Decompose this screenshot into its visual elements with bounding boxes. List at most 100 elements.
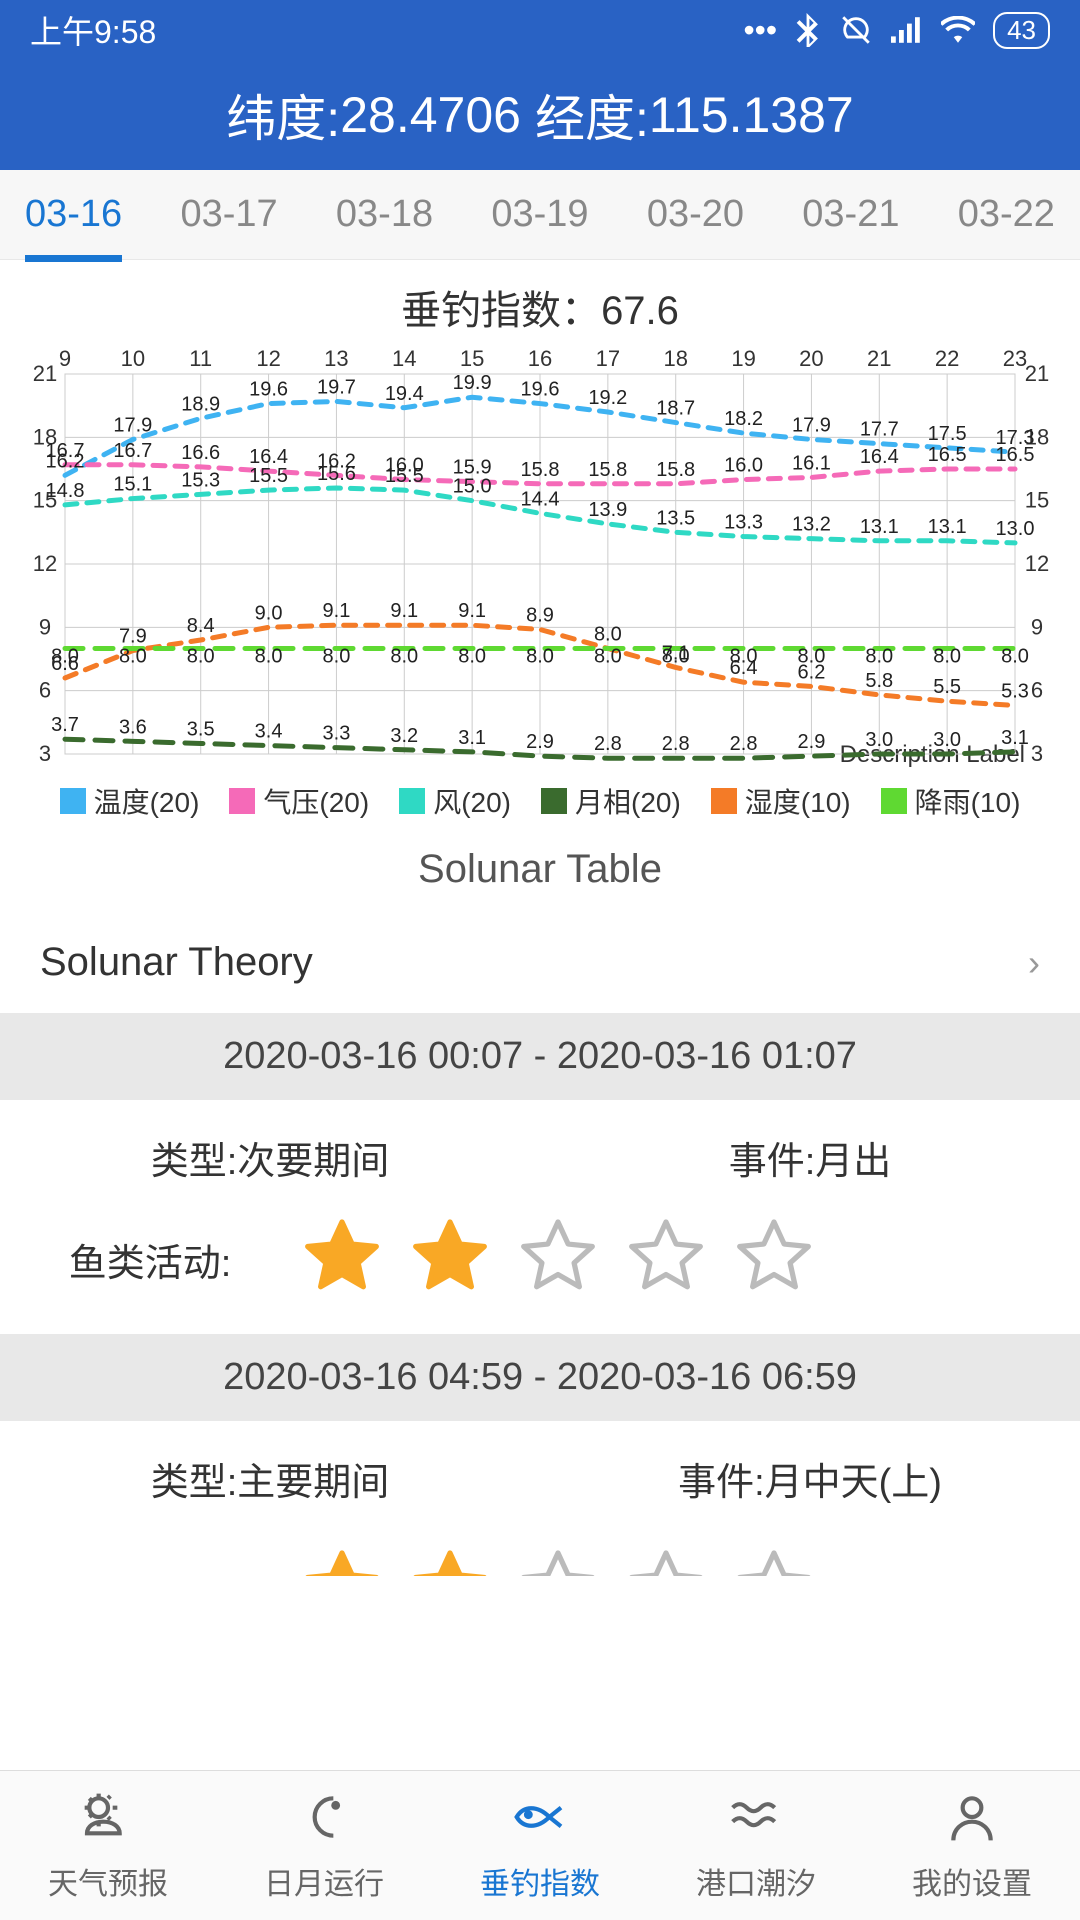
legend-item: 温度(20): [60, 781, 200, 821]
svg-text:15.6: 15.6: [317, 463, 356, 485]
nav-item[interactable]: 天气预报: [0, 1771, 216, 1920]
svg-text:16.4: 16.4: [860, 446, 899, 468]
status-time: 上午9:58: [30, 7, 156, 53]
nav-label: 垂钓指数: [480, 1859, 600, 1903]
date-tab[interactable]: 03-21: [802, 173, 899, 256]
svg-text:8.0: 8.0: [255, 645, 283, 667]
svg-text:22: 22: [935, 346, 959, 371]
svg-text:7.9: 7.9: [119, 626, 147, 648]
svg-text:9: 9: [59, 346, 71, 371]
svg-text:16.6: 16.6: [181, 442, 220, 464]
fishing-index-label: 垂钓指数：: [401, 289, 601, 333]
svg-text:3.5: 3.5: [187, 718, 215, 740]
period-type: 类型:次要期间: [0, 1130, 540, 1185]
svg-text:12: 12: [33, 551, 57, 576]
svg-text:15.8: 15.8: [656, 459, 695, 481]
svg-text:2.8: 2.8: [594, 733, 622, 755]
svg-text:8.0: 8.0: [594, 645, 622, 667]
svg-text:6: 6: [1031, 678, 1043, 703]
period-info: 类型:主要期间事件:月中天(上): [0, 1421, 1080, 1536]
nav-item[interactable]: 港口潮汐: [648, 1771, 864, 1920]
nav-item[interactable]: 日月运行: [216, 1771, 432, 1920]
date-tab[interactable]: 03-20: [647, 173, 744, 256]
svg-text:20: 20: [799, 346, 823, 371]
period-event: 事件:月出: [540, 1130, 1080, 1185]
svg-text:3.2: 3.2: [390, 725, 418, 747]
svg-text:5.3: 5.3: [1001, 680, 1029, 702]
nav-label: 我的设置: [912, 1859, 1032, 1903]
svg-text:9.1: 9.1: [323, 600, 351, 622]
svg-text:8.0: 8.0: [526, 645, 554, 667]
lon-label: 经度:: [535, 79, 649, 151]
legend-item: 月相(20): [541, 781, 681, 821]
star-icon: [732, 1215, 816, 1304]
fishing-index: 垂钓指数：67.6: [0, 260, 1080, 344]
lat-value: 28.4706: [340, 86, 521, 144]
svg-text:15: 15: [460, 346, 484, 371]
svg-text:17.5: 17.5: [928, 423, 967, 445]
date-tabs: 03-16 03-17 03-18 03-19 03-20 03-21 03-22: [0, 170, 1080, 260]
svg-text:2.9: 2.9: [526, 731, 554, 753]
svg-text:16.7: 16.7: [113, 440, 152, 462]
fishing-chart: 9101112131415161718192021222333669912121…: [0, 344, 1080, 779]
solunar-theory-row[interactable]: Solunar Theory ›: [0, 912, 1080, 1013]
battery-badge: 43: [993, 12, 1050, 49]
star-icon: [408, 1215, 492, 1304]
svg-text:16.5: 16.5: [928, 444, 967, 466]
legend-item: 湿度(10): [711, 781, 851, 821]
star-icon: [624, 1215, 708, 1304]
svg-text:8.0: 8.0: [51, 645, 79, 667]
svg-text:21: 21: [33, 361, 57, 386]
svg-text:15: 15: [1025, 488, 1049, 513]
nav-icon: [296, 1789, 352, 1853]
date-tab[interactable]: 03-22: [958, 173, 1055, 256]
svg-text:10: 10: [121, 346, 145, 371]
svg-text:19.2: 19.2: [588, 387, 627, 409]
svg-text:15.5: 15.5: [385, 465, 424, 487]
lat-label: 纬度:: [226, 79, 340, 151]
svg-text:9.1: 9.1: [458, 600, 486, 622]
fish-activity-row-partial: [0, 1546, 1080, 1576]
svg-text:3.3: 3.3: [323, 723, 351, 745]
svg-text:12: 12: [256, 346, 280, 371]
svg-text:8.9: 8.9: [526, 604, 554, 626]
svg-text:21: 21: [1025, 361, 1049, 386]
svg-text:18.2: 18.2: [724, 408, 763, 430]
nav-label: 天气预报: [48, 1859, 168, 1903]
svg-text:21: 21: [867, 346, 891, 371]
svg-text:8.0: 8.0: [594, 623, 622, 645]
nav-icon: [944, 1789, 1000, 1853]
svg-text:15.3: 15.3: [181, 469, 220, 491]
star-icon: [408, 1546, 492, 1576]
svg-text:19.4: 19.4: [385, 383, 424, 405]
chevron-right-icon: ›: [1028, 942, 1040, 984]
date-tab[interactable]: 03-19: [491, 173, 588, 256]
svg-text:9: 9: [1031, 614, 1043, 639]
legend-item: 气压(20): [229, 781, 369, 821]
status-bar: 上午9:58 ••• 43: [0, 0, 1080, 60]
svg-text:2.8: 2.8: [662, 733, 690, 755]
svg-text:16.7: 16.7: [46, 440, 85, 462]
svg-text:9.1: 9.1: [390, 600, 418, 622]
nav-item[interactable]: 我的设置: [864, 1771, 1080, 1920]
solunar-theory-label: Solunar Theory: [40, 940, 313, 985]
svg-text:9.0: 9.0: [255, 602, 283, 624]
nav-item[interactable]: 垂钓指数: [432, 1771, 648, 1920]
period-info: 类型:次要期间事件:月出: [0, 1100, 1080, 1215]
date-tab[interactable]: 03-17: [180, 173, 277, 256]
more-icon: •••: [743, 12, 777, 49]
svg-text:19.7: 19.7: [317, 376, 356, 398]
date-tab[interactable]: 03-16: [25, 173, 122, 256]
svg-text:13: 13: [324, 346, 348, 371]
svg-text:14.4: 14.4: [521, 488, 560, 510]
svg-text:16.1: 16.1: [792, 452, 831, 474]
svg-text:13.9: 13.9: [588, 499, 627, 521]
svg-text:23: 23: [1003, 346, 1027, 371]
svg-text:14: 14: [392, 346, 416, 371]
svg-text:14.8: 14.8: [46, 480, 85, 502]
svg-text:15.0: 15.0: [453, 476, 492, 498]
date-tab[interactable]: 03-18: [336, 173, 433, 256]
period-time-range: 2020-03-16 00:07 - 2020-03-16 01:07: [0, 1013, 1080, 1100]
svg-text:18: 18: [663, 346, 687, 371]
star-icon: [732, 1546, 816, 1576]
